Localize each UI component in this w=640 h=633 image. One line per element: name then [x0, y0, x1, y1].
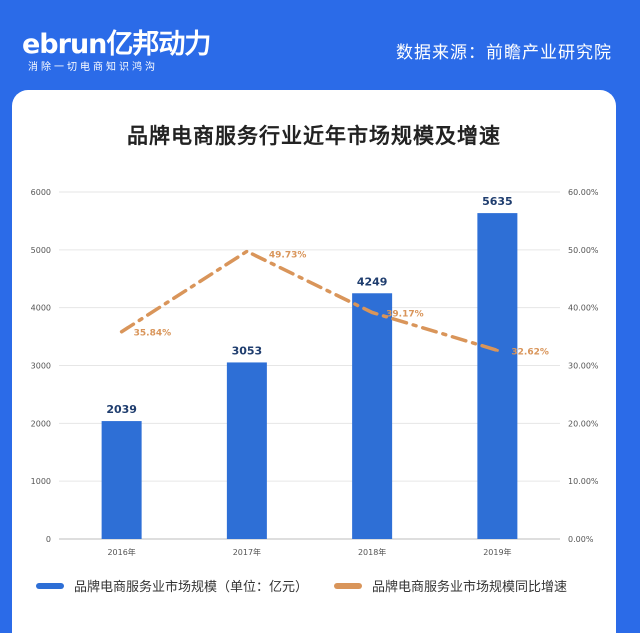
logo-slogan: 消除一切电商知识鸿沟 [28, 62, 158, 73]
y-right-tick-label: 50.00% [568, 246, 599, 255]
bar-value-label: 4249 [357, 275, 388, 288]
y-left-tick-label: 1000 [31, 477, 51, 486]
bar [101, 421, 142, 539]
bar-value-label: 2039 [106, 403, 137, 416]
chart-title: 品牌电商服务行业近年市场规模及增速 [127, 124, 501, 148]
x-tick-label: 2019年 [483, 547, 511, 557]
bar [477, 213, 518, 539]
y-left-tick-label: 6000 [31, 188, 51, 197]
y-left-tick-label: 3000 [31, 362, 51, 371]
growth-value-label: 39.17% [386, 309, 424, 319]
logo-text: ebrun亿邦动力 [22, 29, 211, 60]
y-left-tick-label: 2000 [31, 419, 51, 428]
growth-point [245, 249, 249, 253]
y-right-tick-label: 10.00% [568, 477, 599, 486]
y-right-tick-label: 40.00% [568, 304, 599, 313]
growth-point [120, 330, 124, 334]
data-source: 数据来源：前瞻产业研究院 [396, 43, 612, 63]
y-left-tick-label: 5000 [31, 246, 51, 255]
growth-value-label: 49.73% [269, 250, 307, 260]
legend-line-label: 品牌电商服务业市场规模同比增速 [372, 579, 567, 595]
y-left-tick-label: 4000 [31, 304, 51, 313]
growth-line [119, 249, 500, 353]
growth-point [370, 310, 374, 314]
header: ebrun亿邦动力 消除一切电商知识鸿沟 数据来源：前瞻产业研究院 [0, 0, 640, 82]
y-right-tick-label: 60.00% [568, 188, 599, 197]
y-right-tick-label: 30.00% [568, 362, 599, 371]
chart-card: 品牌电商服务行业近年市场规模及增速 0 1000 2000 3000 4000 5000 6… [12, 90, 616, 633]
x-tick-label: 2016年 [107, 547, 135, 557]
ebrun-logo: ebrun亿邦动力 消除一切电商知识鸿沟 [22, 29, 211, 74]
legend-bar-label: 品牌电商服务业市场规模（单位：亿元） [74, 579, 308, 595]
y-right-tick-label: 0.00% [568, 535, 594, 544]
growth-point [495, 348, 499, 352]
bar-value-label: 5635 [482, 195, 513, 208]
bar [226, 362, 267, 539]
growth-value-label: 32.62% [511, 347, 549, 357]
chart: 0 1000 2000 3000 4000 5000 6000 0.00% 10.00% 20.0… [31, 188, 599, 595]
y-left-tick-label: 0 [46, 535, 51, 544]
x-tick-label: 2017年 [233, 547, 261, 557]
bar-value-label: 3053 [232, 344, 263, 357]
growth-value-label: 35.84% [134, 329, 172, 339]
legend-bar-swatch [36, 583, 64, 589]
legend-line-swatch [334, 583, 362, 589]
x-tick-label: 2018年 [358, 547, 386, 557]
bar [352, 293, 393, 539]
y-right-tick-label: 20.00% [568, 419, 599, 428]
